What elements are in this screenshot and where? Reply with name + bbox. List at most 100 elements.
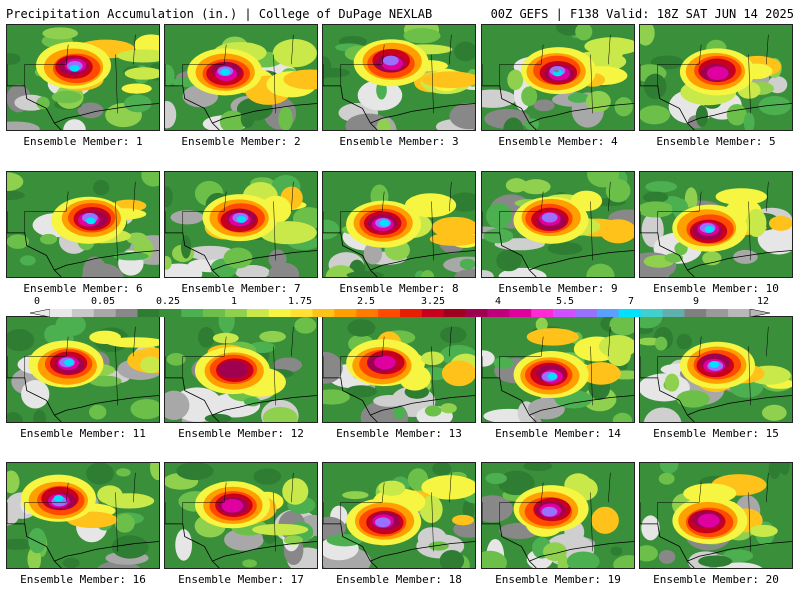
colorbar-segment xyxy=(684,309,707,317)
ensemble-panel xyxy=(322,462,476,569)
ensemble-panel xyxy=(164,24,318,131)
precip-map xyxy=(7,172,159,277)
precip-map xyxy=(7,317,159,422)
ensemble-panel xyxy=(6,24,160,131)
precip-map xyxy=(640,317,792,422)
colorbar-tick-label: 1.75 xyxy=(287,296,313,307)
colorbar-segment xyxy=(640,309,663,317)
ensemble-member-label: Ensemble Member: 19 xyxy=(495,573,621,586)
colorbar-segment xyxy=(465,309,488,317)
colorbar-segment xyxy=(246,309,270,317)
colorbar-segment xyxy=(728,309,751,317)
colorbar-tick-label: 0.25 xyxy=(155,296,181,307)
precip-map xyxy=(640,463,792,568)
ensemble-member-label: Ensemble Member: 8 xyxy=(339,282,459,295)
colorbar-segment xyxy=(400,309,423,317)
colorbar-tick-labels: 0 0.05 0.25 1 1.75 2.5 3.25 4 5.5 7 9 12 xyxy=(0,296,800,310)
ensemble-member-label: Ensemble Member: 15 xyxy=(653,427,779,440)
ensemble-member-label: Ensemble Member: 20 xyxy=(653,573,779,586)
colorbar-segment xyxy=(662,309,685,317)
precip-map xyxy=(482,463,634,568)
ensemble-member-label: Ensemble Member: 2 xyxy=(181,135,301,148)
precip-map xyxy=(7,463,159,568)
colorbar-segment xyxy=(706,309,729,317)
ensemble-panel xyxy=(481,462,635,569)
colorbar-segment xyxy=(50,309,73,317)
ensemble-panel xyxy=(164,462,318,569)
ensemble-member-label: Ensemble Member: 6 xyxy=(23,282,143,295)
colorbar-segment xyxy=(531,309,554,317)
ensemble-member-label: Ensemble Member: 14 xyxy=(495,427,621,440)
precip-map xyxy=(482,25,634,130)
ensemble-panel xyxy=(164,171,318,278)
colorbar-segment xyxy=(159,309,182,317)
colorbar-segment xyxy=(115,309,138,317)
ensemble-panel xyxy=(164,316,318,423)
precip-map xyxy=(7,25,159,130)
colorbar-segment xyxy=(553,309,576,317)
colorbar-segment xyxy=(137,309,160,317)
colorbar-segment xyxy=(421,309,445,317)
ensemble-member-label: Ensemble Member: 17 xyxy=(178,573,304,586)
precip-map xyxy=(165,463,317,568)
colorbar-segment xyxy=(93,309,116,317)
precip-map xyxy=(323,172,475,277)
colorbar-segment xyxy=(509,309,532,317)
ensemble-member-label: Ensemble Member: 4 xyxy=(498,135,618,148)
colorbar-tick-label: 3.25 xyxy=(420,296,446,307)
precip-map xyxy=(323,25,475,130)
precip-map xyxy=(482,317,634,422)
ensemble-member-label: Ensemble Member: 10 xyxy=(653,282,779,295)
ensemble-panel xyxy=(6,462,160,569)
ensemble-panel xyxy=(481,24,635,131)
precip-map xyxy=(323,463,475,568)
colorbar-segment xyxy=(575,309,598,317)
ensemble-member-label: Ensemble Member: 13 xyxy=(336,427,462,440)
colorbar-segment xyxy=(443,309,466,317)
colorbar-segment xyxy=(356,309,379,317)
ensemble-member-label: Ensemble Member: 3 xyxy=(339,135,459,148)
model-run-valid-time: 00Z GEFS | F138 Valid: 18Z SAT JUN 14 20… xyxy=(490,7,794,21)
colorbar xyxy=(30,309,770,317)
ensemble-panel xyxy=(6,171,160,278)
ensemble-member-label: Ensemble Member: 16 xyxy=(20,573,146,586)
ensemble-member-label: Ensemble Member: 9 xyxy=(498,282,618,295)
colorbar-tick-label: 0 xyxy=(33,296,41,307)
ensemble-member-label: Ensemble Member: 5 xyxy=(656,135,776,148)
ensemble-panel xyxy=(639,171,793,278)
ensemble-member-label: Ensemble Member: 18 xyxy=(336,573,462,586)
precip-map xyxy=(640,172,792,277)
ensemble-panel xyxy=(639,24,793,131)
map-title: Precipitation Accumulation (in.) | Colle… xyxy=(6,7,433,21)
ensemble-member-label: Ensemble Member: 11 xyxy=(20,427,146,440)
colorbar-tick-label: 4 xyxy=(494,296,502,307)
colorbar-segment xyxy=(290,309,313,317)
ensemble-member-label: Ensemble Member: 1 xyxy=(23,135,143,148)
colorbar-tick-label: 5.5 xyxy=(555,296,575,307)
colorbar-segment xyxy=(181,309,204,317)
precip-map xyxy=(165,172,317,277)
colorbar-segment xyxy=(378,309,401,317)
precip-map xyxy=(640,25,792,130)
colorbar-segment xyxy=(312,309,335,317)
ensemble-panel xyxy=(481,316,635,423)
precip-map xyxy=(165,317,317,422)
colorbar-segment xyxy=(618,309,641,317)
colorbar-tick-label: 1 xyxy=(230,296,238,307)
ensemble-panel xyxy=(322,24,476,131)
colorbar-segment xyxy=(71,309,95,317)
colorbar-min-arrow xyxy=(30,309,51,317)
precip-map xyxy=(482,172,634,277)
ensemble-panel xyxy=(639,462,793,569)
colorbar-segment xyxy=(225,309,248,317)
ensemble-member-label: Ensemble Member: 12 xyxy=(178,427,304,440)
colorbar-tick-label: 7 xyxy=(627,296,635,307)
colorbar-tick-label: 2.5 xyxy=(356,296,376,307)
ensemble-panel xyxy=(322,171,476,278)
colorbar-segment xyxy=(268,309,291,317)
colorbar-segment xyxy=(487,309,510,317)
ensemble-member-label: Ensemble Member: 7 xyxy=(181,282,301,295)
ensemble-panel xyxy=(481,171,635,278)
colorbar-segment xyxy=(334,309,357,317)
